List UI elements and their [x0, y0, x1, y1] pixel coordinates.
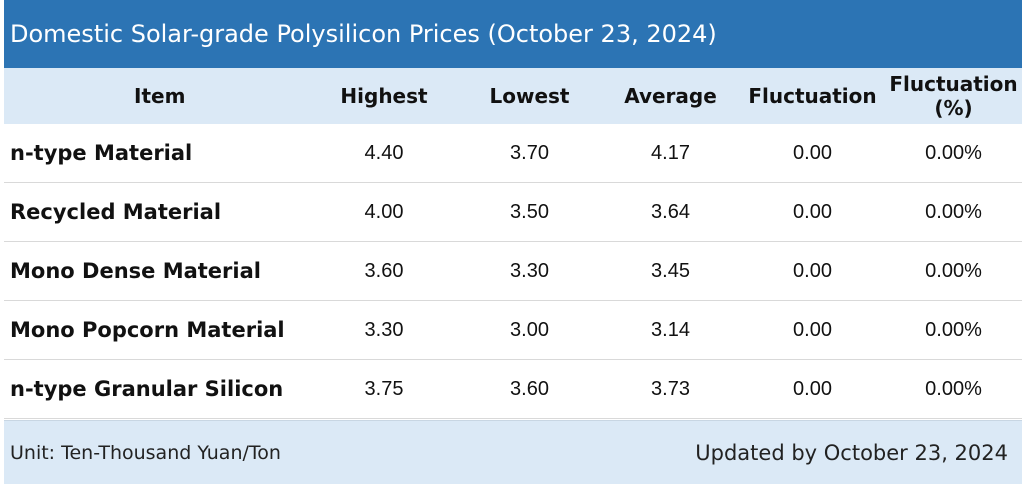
row-average: 3.73 — [651, 377, 690, 400]
row-average: 3.45 — [651, 259, 690, 282]
table-row: n-type Material 4.40 3.70 4.17 0.00 0.00… — [4, 124, 1022, 183]
row-lowest: 3.30 — [510, 259, 549, 282]
updated-note: Updated by October 23, 2024 — [695, 440, 1008, 465]
table-row: Recycled Material 4.00 3.50 3.64 0.00 0.… — [4, 183, 1022, 242]
row-lowest: 3.50 — [510, 200, 549, 223]
column-header-highest: Highest — [340, 84, 428, 108]
row-fluctuation-pct: 0.00% — [925, 141, 982, 164]
table-footer: Unit: Ten-Thousand Yuan/Ton Updated by O… — [4, 420, 1022, 484]
table-row: Mono Dense Material 3.60 3.30 3.45 0.00 … — [4, 242, 1022, 301]
row-lowest: 3.70 — [510, 141, 549, 164]
row-average: 3.64 — [651, 200, 690, 223]
row-item: Mono Popcorn Material — [10, 318, 285, 342]
row-lowest: 3.00 — [510, 318, 549, 341]
row-fluctuation: 0.00 — [793, 318, 832, 341]
column-header-fluctuation-pct: Fluctuation (%) — [889, 72, 1018, 120]
row-highest: 4.00 — [364, 200, 404, 223]
row-average: 3.14 — [651, 318, 690, 341]
row-item: Recycled Material — [10, 200, 222, 224]
table-row: n-type Granular Silicon 3.75 3.60 3.73 0… — [4, 360, 1022, 419]
column-header-lowest: Lowest — [489, 84, 570, 108]
row-fluctuation: 0.00 — [793, 200, 832, 223]
row-fluctuation-pct: 0.00% — [925, 200, 982, 223]
table-body: n-type Material 4.40 3.70 4.17 0.00 0.00… — [4, 124, 1022, 419]
row-lowest: 3.60 — [510, 377, 549, 400]
price-table: Domestic Solar-grade Polysilicon Prices … — [4, 0, 1022, 484]
column-header-average: Average — [624, 84, 717, 108]
row-highest: 3.60 — [364, 259, 404, 282]
unit-note: Unit: Ten-Thousand Yuan/Ton — [10, 441, 281, 464]
row-item: Mono Dense Material — [10, 259, 261, 283]
row-average: 4.17 — [651, 141, 690, 164]
row-fluctuation-pct: 0.00% — [925, 377, 982, 400]
table-row: Mono Popcorn Material 3.30 3.00 3.14 0.0… — [4, 301, 1022, 360]
row-fluctuation: 0.00 — [793, 141, 832, 164]
row-item: n-type Granular Silicon — [10, 377, 284, 401]
row-highest: 3.30 — [364, 318, 404, 341]
table-header: Item Highest Lowest Average Fluctuation … — [4, 68, 1022, 124]
table-title: Domestic Solar-grade Polysilicon Prices … — [4, 0, 1022, 68]
column-header-fluctuation: Fluctuation — [748, 84, 877, 108]
row-item: n-type Material — [10, 141, 193, 165]
row-highest: 4.40 — [364, 141, 404, 164]
row-highest: 3.75 — [364, 377, 404, 400]
row-fluctuation: 0.00 — [793, 259, 832, 282]
column-header-item: Item — [134, 84, 186, 108]
row-fluctuation: 0.00 — [793, 377, 832, 400]
row-fluctuation-pct: 0.00% — [925, 259, 982, 282]
row-fluctuation-pct: 0.00% — [925, 318, 982, 341]
